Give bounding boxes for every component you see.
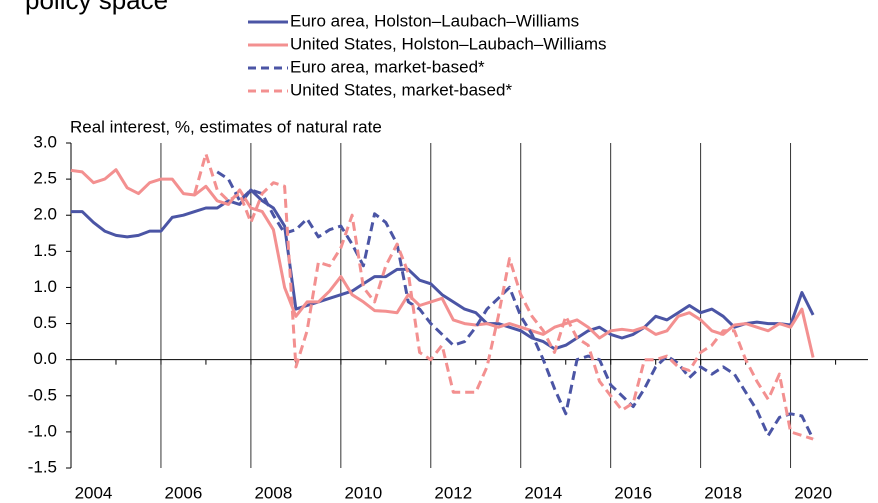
legend-label: United States, Holston–Laubach–Williams [290, 34, 607, 53]
y-tick-label: -0.5 [28, 385, 57, 404]
x-tick-label: 2010 [344, 483, 382, 502]
x-tick-label: 2008 [254, 483, 292, 502]
x-tick-label: 2018 [704, 483, 742, 502]
y-tick-label: 2.5 [33, 169, 57, 188]
chart-title: policy space [25, 0, 168, 15]
x-tick-label: 2014 [524, 483, 562, 502]
x-tick-label: 2012 [434, 483, 472, 502]
series-line [193, 152, 814, 441]
y-tick-label: 0.5 [33, 313, 57, 332]
y-tick-label: -1.0 [28, 421, 57, 440]
x-tick-label: 2006 [165, 483, 203, 502]
legend-label: United States, market-based* [290, 80, 512, 99]
y-tick-label: -1.5 [28, 457, 57, 476]
series-line [71, 188, 815, 351]
x-tick-label: 2004 [75, 483, 113, 502]
y-tick-label: 1.5 [33, 241, 57, 260]
series-line [216, 170, 815, 440]
x-tick-label: 2016 [614, 483, 652, 502]
legend-label: Euro area, Holston–Laubach–Williams [290, 11, 579, 30]
series-line [70, 168, 815, 358]
x-tick-label: 2020 [794, 483, 832, 502]
y-tick-label: 2.0 [33, 205, 57, 224]
y-tick-label: 1.0 [33, 277, 57, 296]
legend-label: Euro area, market-based* [290, 57, 485, 76]
y-tick-label: 0.0 [33, 349, 57, 368]
y-tick-label: 3.0 [33, 132, 57, 151]
y-axis-title: Real interest, %, estimates of natural r… [70, 117, 382, 136]
